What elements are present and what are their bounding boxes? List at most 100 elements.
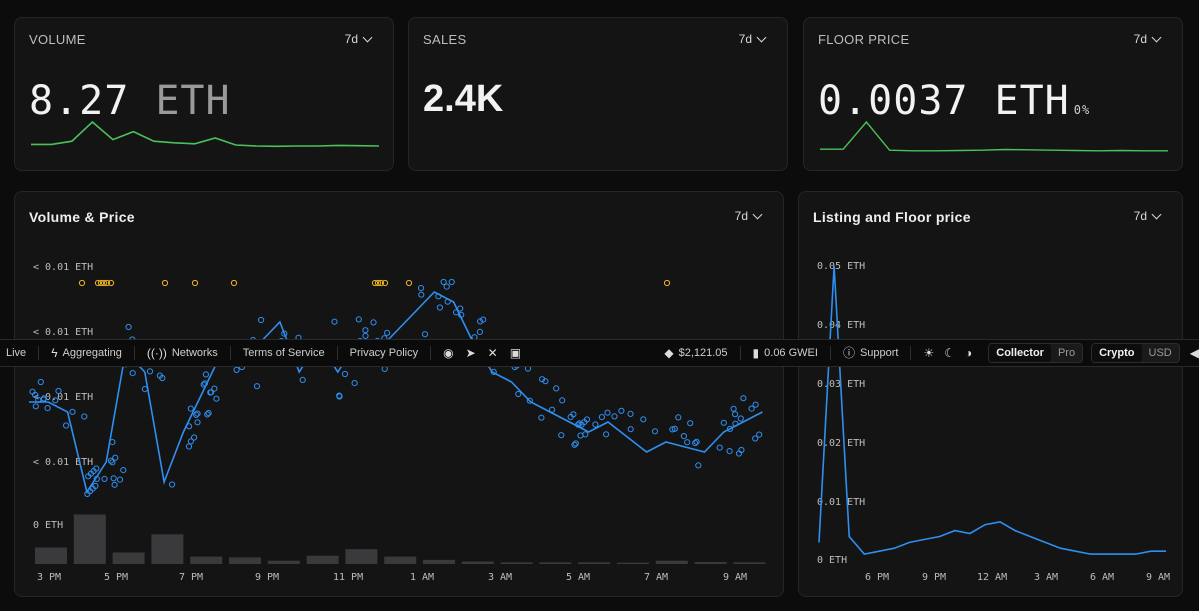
sale-point[interactable] bbox=[651, 428, 659, 435]
sale-point[interactable] bbox=[141, 386, 148, 393]
sale-point[interactable] bbox=[576, 420, 583, 427]
sale-point[interactable] bbox=[570, 411, 577, 418]
aggregating-link[interactable]: ϟ Aggregating bbox=[39, 346, 135, 360]
instagram-icon[interactable]: ▣ bbox=[509, 346, 522, 360]
contrast-icon[interactable]: ◑ bbox=[965, 346, 973, 360]
sale-point[interactable] bbox=[726, 425, 734, 432]
listing-point[interactable] bbox=[374, 279, 382, 287]
sale-point[interactable] bbox=[421, 331, 429, 338]
sale-point[interactable] bbox=[444, 298, 451, 305]
sale-point[interactable] bbox=[732, 420, 739, 427]
speaker-icon[interactable]: ◀ bbox=[1189, 346, 1199, 360]
sale-point[interactable] bbox=[675, 414, 682, 421]
sale-point[interactable] bbox=[93, 475, 100, 482]
sale-point[interactable] bbox=[477, 318, 484, 325]
sale-point[interactable] bbox=[202, 371, 209, 378]
networks-link[interactable]: ((·)) Networks bbox=[135, 346, 231, 360]
sale-point[interactable] bbox=[194, 410, 201, 417]
sale-point[interactable] bbox=[331, 318, 338, 325]
sale-point[interactable] bbox=[752, 401, 759, 408]
sale-point[interactable] bbox=[611, 413, 618, 420]
listing-floor-period-select[interactable]: 7d bbox=[1134, 209, 1162, 223]
sale-point[interactable] bbox=[752, 435, 759, 442]
sale-point[interactable] bbox=[204, 411, 211, 418]
sale-point[interactable] bbox=[281, 330, 288, 337]
telegram-icon[interactable]: ➤ bbox=[465, 346, 476, 360]
sale-point[interactable] bbox=[582, 431, 589, 438]
listing-point[interactable] bbox=[381, 279, 389, 287]
sale-point[interactable] bbox=[526, 397, 533, 404]
sale-point[interactable] bbox=[443, 283, 450, 290]
listing-point[interactable] bbox=[161, 279, 169, 287]
sale-point[interactable] bbox=[440, 278, 447, 286]
sale-point[interactable] bbox=[362, 332, 369, 340]
sale-point[interactable] bbox=[748, 405, 755, 412]
sale-point[interactable] bbox=[756, 431, 763, 438]
x-icon[interactable]: ✕ bbox=[487, 346, 498, 360]
sale-point[interactable] bbox=[558, 432, 565, 439]
sale-point[interactable] bbox=[571, 441, 578, 448]
sale-point[interactable] bbox=[110, 475, 117, 482]
sale-point[interactable] bbox=[726, 448, 733, 455]
listing-point[interactable] bbox=[94, 279, 102, 287]
sale-point[interactable] bbox=[351, 380, 358, 387]
sale-point[interactable] bbox=[299, 376, 306, 384]
sale-point[interactable] bbox=[107, 457, 115, 464]
currency-usd[interactable]: USD bbox=[1148, 347, 1172, 359]
listing-point[interactable] bbox=[230, 279, 238, 287]
sale-point[interactable] bbox=[575, 421, 582, 428]
terms-link[interactable]: Terms of Service bbox=[231, 346, 338, 360]
sale-point[interactable] bbox=[362, 327, 369, 334]
listing-point[interactable] bbox=[405, 279, 413, 287]
sale-point[interactable] bbox=[539, 376, 546, 383]
floor-period-select[interactable]: 7d bbox=[1134, 32, 1162, 46]
sale-point[interactable] bbox=[253, 383, 261, 390]
sale-point[interactable] bbox=[40, 395, 47, 402]
sale-point[interactable] bbox=[185, 443, 193, 450]
sale-point[interactable] bbox=[549, 406, 556, 413]
sale-point[interactable] bbox=[355, 316, 362, 323]
sale-point[interactable] bbox=[370, 319, 377, 326]
privacy-link[interactable]: Privacy Policy bbox=[338, 346, 432, 360]
discord-icon[interactable]: ◉ bbox=[443, 346, 454, 360]
sale-point[interactable] bbox=[193, 411, 200, 418]
sale-point[interactable] bbox=[32, 403, 39, 410]
sale-point[interactable] bbox=[207, 389, 214, 396]
sale-point[interactable] bbox=[671, 425, 678, 432]
sale-point[interactable] bbox=[101, 475, 108, 482]
sale-point[interactable] bbox=[109, 459, 116, 466]
sale-point[interactable] bbox=[37, 378, 44, 386]
sale-point[interactable] bbox=[457, 305, 464, 312]
sale-point[interactable] bbox=[627, 410, 634, 417]
sale-point[interactable] bbox=[453, 309, 460, 316]
sale-point[interactable] bbox=[44, 405, 51, 412]
sale-point[interactable] bbox=[515, 390, 522, 398]
listing-point[interactable] bbox=[78, 279, 86, 287]
sale-point[interactable] bbox=[69, 408, 76, 415]
sale-point[interactable] bbox=[186, 423, 193, 430]
sale-point[interactable] bbox=[213, 395, 220, 402]
sale-point[interactable] bbox=[435, 293, 442, 300]
sale-point[interactable] bbox=[572, 440, 579, 447]
sale-point[interactable] bbox=[553, 385, 560, 392]
listing-point[interactable] bbox=[663, 279, 671, 287]
listing-point[interactable] bbox=[371, 279, 379, 287]
sale-point[interactable] bbox=[716, 444, 723, 451]
sale-point[interactable] bbox=[194, 419, 201, 426]
sale-point[interactable] bbox=[480, 316, 487, 323]
sale-point[interactable] bbox=[490, 368, 497, 376]
sale-point[interactable] bbox=[436, 304, 443, 311]
sale-point[interactable] bbox=[336, 392, 343, 399]
sale-point[interactable] bbox=[737, 415, 744, 422]
moon-icon[interactable]: ☾ bbox=[944, 346, 956, 360]
sale-point[interactable] bbox=[730, 405, 737, 412]
sale-point[interactable] bbox=[695, 462, 702, 469]
sale-point[interactable] bbox=[618, 407, 625, 414]
sale-point[interactable] bbox=[669, 426, 676, 433]
sale-point[interactable] bbox=[693, 438, 700, 445]
mode-pro[interactable]: Pro bbox=[1057, 347, 1076, 359]
sale-point[interactable] bbox=[538, 414, 545, 421]
sales-period-select[interactable]: 7d bbox=[739, 32, 767, 46]
sale-point[interactable] bbox=[111, 481, 118, 488]
